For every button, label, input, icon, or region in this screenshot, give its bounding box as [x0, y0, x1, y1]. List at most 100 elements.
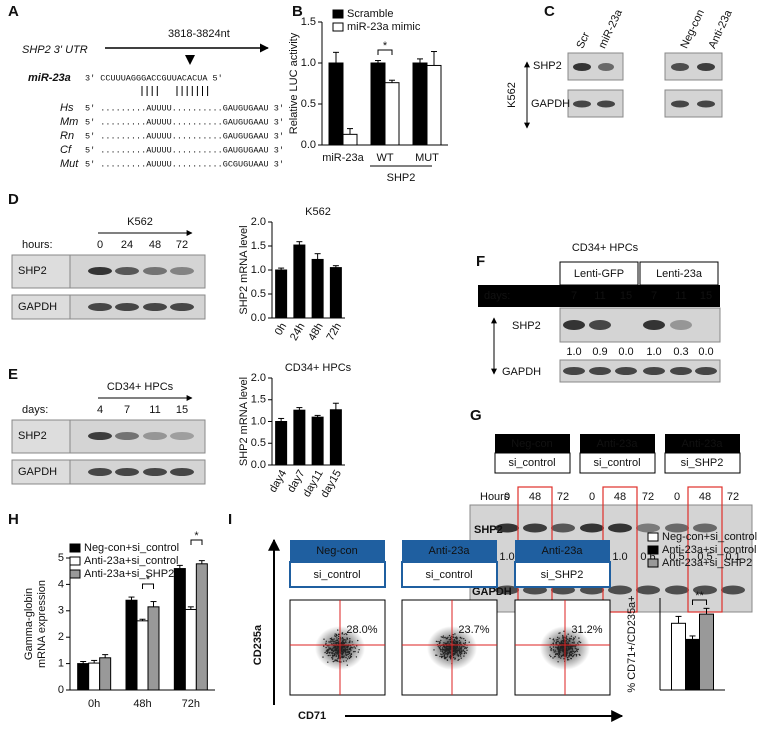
- panel-label: F: [476, 253, 485, 270]
- legend-swatch: [69, 543, 81, 553]
- event-dot: [576, 648, 578, 651]
- band: [636, 523, 660, 533]
- event-dot: [353, 651, 355, 653]
- event-dot: [324, 651, 326, 654]
- event-dot: [441, 647, 444, 649]
- event-dot: [458, 658, 460, 661]
- event-dot: [550, 647, 553, 650]
- quant-label: 1.0: [646, 346, 661, 358]
- event-dot: [337, 638, 340, 640]
- panel-label: C: [544, 3, 555, 20]
- lane-label: Scr: [574, 30, 592, 50]
- event-dot: [462, 642, 465, 644]
- axis-label: days:: [22, 404, 48, 416]
- event-dot: [342, 648, 344, 651]
- event-dot: [338, 656, 340, 658]
- event-dot: [438, 642, 440, 645]
- y-tick-label: 1.0: [301, 57, 316, 69]
- lane-label: Anti-23a: [706, 7, 735, 50]
- event-dot: [336, 652, 338, 654]
- event-dot: [574, 636, 577, 638]
- y-tick-label: 2.0: [251, 216, 266, 228]
- event-dot: [452, 634, 454, 636]
- event-dot: [446, 656, 448, 658]
- event-dot: [341, 633, 343, 635]
- band: [671, 100, 689, 108]
- y-axis-label: Relative LUC activity: [288, 32, 300, 134]
- event-dot: [440, 653, 442, 655]
- row-label: SHP2: [533, 60, 562, 72]
- bar: [342, 133, 358, 146]
- annotation: *: [146, 574, 151, 586]
- cell-label: CD34+ HPCs: [107, 381, 174, 393]
- band: [115, 468, 139, 476]
- axis-label: CD235a: [252, 624, 264, 665]
- event-dot: [577, 648, 579, 650]
- chart-title: K562: [305, 206, 331, 218]
- annotation: *: [383, 40, 388, 52]
- event-dot: [462, 649, 464, 651]
- event-dot: [330, 640, 332, 642]
- event-dot: [447, 642, 449, 644]
- event-dot: [344, 641, 347, 643]
- event-dot: [335, 634, 338, 637]
- event-dot: [327, 651, 329, 653]
- event-dot: [549, 637, 551, 640]
- event-dot: [336, 659, 338, 661]
- event-dot: [441, 651, 444, 653]
- sig-bracket: [692, 599, 707, 605]
- y-tick-label: 0.0: [251, 459, 266, 471]
- quant-label: 1.0: [499, 551, 514, 563]
- bar: [99, 657, 112, 691]
- event-dot: [336, 660, 338, 662]
- time-label: 72: [557, 491, 569, 503]
- event-dot: [566, 650, 569, 652]
- species-seq: 5' .........AUUUU..........GCGUGUAAU 3': [85, 159, 284, 169]
- event-dot: [563, 636, 565, 638]
- band: [143, 303, 167, 311]
- event-dot: [453, 656, 455, 659]
- event-dot: [577, 642, 579, 644]
- legend-label: Neg-con+si_control: [662, 531, 757, 543]
- event-dot: [466, 646, 468, 649]
- event-dot: [337, 641, 340, 643]
- event-dot: [448, 639, 450, 641]
- event-dot: [463, 646, 465, 648]
- event-dot: [444, 648, 446, 650]
- band: [670, 320, 692, 330]
- event-dot: [350, 646, 352, 648]
- x-tick-label: WT: [376, 152, 393, 164]
- event-dot: [556, 648, 559, 650]
- event-dot: [572, 656, 574, 658]
- bar: [311, 258, 324, 319]
- event-dot: [331, 639, 334, 641]
- lane-label: miR-23a: [596, 7, 625, 51]
- time-label: 15: [620, 290, 632, 302]
- event-dot: [351, 641, 353, 643]
- event-dot: [458, 639, 461, 642]
- time-label: 11: [594, 290, 605, 302]
- event-dot: [562, 637, 564, 639]
- event-dot: [449, 647, 451, 649]
- event-dot: [559, 642, 562, 644]
- event-dot: [441, 654, 443, 656]
- event-dot: [552, 657, 554, 659]
- time-label: 4: [97, 404, 103, 416]
- time-label: 15: [700, 290, 712, 302]
- band: [88, 468, 112, 476]
- event-dot: [336, 653, 338, 655]
- event-dot: [460, 649, 462, 652]
- panel-label: I: [228, 511, 232, 528]
- event-dot: [459, 655, 462, 657]
- event-dot: [358, 649, 360, 651]
- group-label: Anti-23a: [682, 438, 724, 450]
- event-dot: [338, 633, 340, 635]
- event-dot: [442, 653, 445, 655]
- legend-label: Anti-23a+si_SHP2: [84, 568, 174, 580]
- event-dot: [464, 642, 467, 644]
- event-dot: [458, 648, 460, 650]
- band: [143, 267, 167, 275]
- event-dot: [445, 648, 447, 650]
- event-dot: [340, 642, 342, 644]
